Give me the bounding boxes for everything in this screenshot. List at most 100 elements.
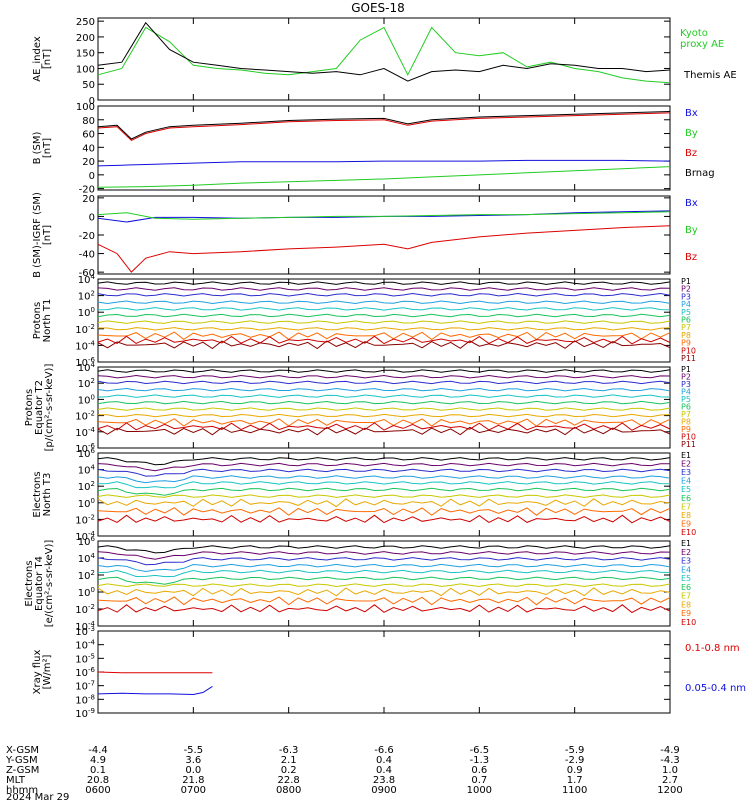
series-e4 <box>97 475 671 484</box>
row-value-y-gsm: -2.9 <box>565 755 585 766</box>
series-p8 <box>98 327 671 331</box>
panel-2-ytick-label: 40 <box>82 143 95 154</box>
series-p9 <box>97 418 671 427</box>
row-value-z-gsm: 0.0 <box>185 765 201 776</box>
series-by <box>97 211 671 220</box>
series-p2 <box>97 374 671 379</box>
panel-8-ytick-label: 10-8 <box>75 693 95 706</box>
panel-4-ytick-label: 102 <box>78 290 95 303</box>
legend-bx: Bx <box>685 198 698 209</box>
series-bx <box>97 159 671 167</box>
legend-e8: E8 <box>681 511 691 520</box>
panel-1-ytick-label: 100 <box>76 64 95 75</box>
panel-6-ytick-label: 100 <box>78 497 95 510</box>
panel-1-ylabel: [nT] <box>42 49 53 69</box>
panel-8-ytick-label: 10-9 <box>75 707 95 720</box>
row-value-x-gsm: -5.9 <box>565 745 585 756</box>
panel-1-frame <box>97 17 671 101</box>
panel-7-frame <box>97 540 671 627</box>
series-p7 <box>97 320 671 324</box>
panel-8-ylabel: [W/m²] <box>42 654 53 689</box>
legend-proxy-ae: proxy AE <box>680 39 724 50</box>
series-p6 <box>97 400 671 405</box>
panel-8-ytick-label: 10-6 <box>75 666 95 679</box>
legend-e10: E10 <box>681 528 696 537</box>
legend-e1: E1 <box>681 451 691 460</box>
legend-p3: P3 <box>681 380 691 389</box>
series-p8 <box>98 413 671 418</box>
panel-1-ytick-label: 0 <box>89 96 95 107</box>
legend-e6: E6 <box>681 583 691 592</box>
row-value-y-gsm: -1.3 <box>470 755 490 766</box>
legend-e5: E5 <box>681 485 691 494</box>
panel-7-ytick-label: 100 <box>78 586 95 599</box>
panel-5-ylabel: Protons <box>24 389 35 426</box>
panel-5-ytick-label: 10-4 <box>75 426 95 439</box>
row-value-x-gsm: -6.5 <box>470 745 490 756</box>
series-bz <box>97 112 671 142</box>
legend-p7: P7 <box>681 410 691 419</box>
legend-e9: E9 <box>681 519 691 528</box>
panel-6-ytick-label: 102 <box>78 480 95 493</box>
legend-e2: E2 <box>681 548 691 557</box>
panel-5-ytick-label: 104 <box>78 361 96 374</box>
legend-p1: P1 <box>681 277 691 286</box>
legend-e4: E4 <box>681 477 691 486</box>
series-themis-ae <box>97 21 671 82</box>
panel-1-ylabel: AE_index <box>32 36 43 82</box>
legend-e7: E7 <box>681 502 691 511</box>
series-e7 <box>97 494 671 498</box>
row-value-x-gsm: -4.9 <box>660 745 680 756</box>
row-value-y-gsm: -4.3 <box>660 755 680 766</box>
row-value-mlt: 1.7 <box>567 775 583 786</box>
series-e4 <box>97 563 671 573</box>
series-p9 <box>97 331 671 341</box>
row-value-hhmm: 1000 <box>467 785 492 796</box>
row-value-z-gsm: 0.4 <box>376 765 392 776</box>
panel-3-ylabel: [nT] <box>42 225 53 245</box>
series-e3 <box>97 468 671 477</box>
row-value-x-gsm: -6.3 <box>279 745 299 756</box>
legend-e4: E4 <box>681 565 691 574</box>
legend-p10: P10 <box>681 346 696 355</box>
panel-3-ytick-label: 20 <box>82 194 95 205</box>
row-value-hhmm: 0600 <box>85 785 110 796</box>
series-p2 <box>97 287 671 291</box>
legend-p2: P2 <box>681 373 691 382</box>
legend-e9: E9 <box>681 609 691 618</box>
panel-4-ylabel: Protons <box>32 302 43 339</box>
series-e5 <box>97 569 671 578</box>
series-p1 <box>97 369 671 373</box>
row-value-x-gsm: -5.5 <box>184 745 204 756</box>
legend-e6: E6 <box>681 494 691 503</box>
legend-e3: E3 <box>681 557 691 566</box>
legend-p4: P4 <box>681 388 691 397</box>
series-e5 <box>97 481 671 489</box>
panel-7-ytick-label: 104 <box>78 552 96 565</box>
legend-by: By <box>685 128 698 139</box>
legend-p11: P11 <box>681 440 696 449</box>
row-value-x-gsm: -6.6 <box>374 745 394 756</box>
series-e2 <box>97 462 670 472</box>
row-value-z-gsm: 0.6 <box>471 765 487 776</box>
series-p7 <box>97 407 671 411</box>
panel-6-ytick-label: 106 <box>78 447 96 460</box>
legend-e1: E1 <box>681 539 691 548</box>
panel-4-ytick-label: 10-4 <box>75 339 95 352</box>
legend-p1: P1 <box>681 365 691 374</box>
panel-1-ytick-label: 200 <box>76 33 95 44</box>
panel-5-ylabel: [p/(cm²-s-sr-keV)] <box>44 364 55 452</box>
legend-p5: P5 <box>681 308 691 317</box>
row-value-mlt: 20.8 <box>87 775 109 786</box>
legend-p10: P10 <box>681 433 696 442</box>
panel-7-ytick-label: 102 <box>78 569 95 582</box>
panel-2-ytick-label: 20 <box>82 157 95 168</box>
series-e6 <box>97 487 671 496</box>
panel-6-ylabel: Electrons <box>32 471 43 517</box>
panel-3-ytick-label: -40 <box>79 250 95 261</box>
series-0-1-0-8-nm <box>97 671 213 674</box>
panel-6-frame <box>97 452 671 537</box>
row-value-z-gsm: 0.2 <box>281 765 297 776</box>
panel-3-ytick-label: -20 <box>79 231 95 242</box>
